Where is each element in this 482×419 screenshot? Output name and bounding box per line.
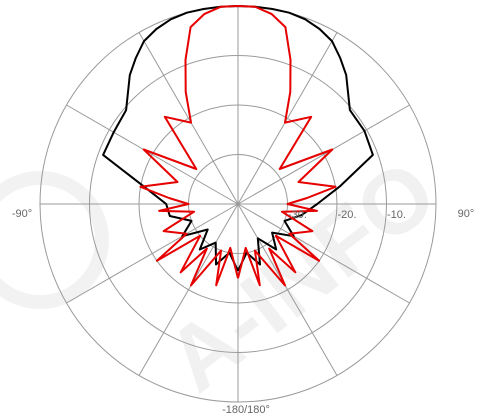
tick-labels: -90° 90° -180/180° -30. -20. -10. [12,208,474,416]
grid-spoke [237,32,338,205]
radial-label-1: -30. [288,209,307,221]
radial-label-2: -20. [338,209,357,221]
grid-spoke [237,203,410,304]
grid-spoke [138,32,239,205]
grid-spoke [237,203,338,376]
grid-spoke [66,104,239,205]
angle-label-bottom: -180/180° [222,404,270,416]
angle-label-right: 90° [458,208,475,220]
angle-label-left: -90° [12,208,32,220]
grid-spoke [237,104,410,205]
polar-grid [39,5,437,403]
grid-spoke [66,203,239,304]
series-line-2 [139,5,337,287]
grid-spoke [138,203,239,376]
watermark-ring [0,171,109,309]
radial-label-3: -10. [387,209,406,221]
watermark: A-INFO [0,142,454,411]
series-group [102,5,374,287]
